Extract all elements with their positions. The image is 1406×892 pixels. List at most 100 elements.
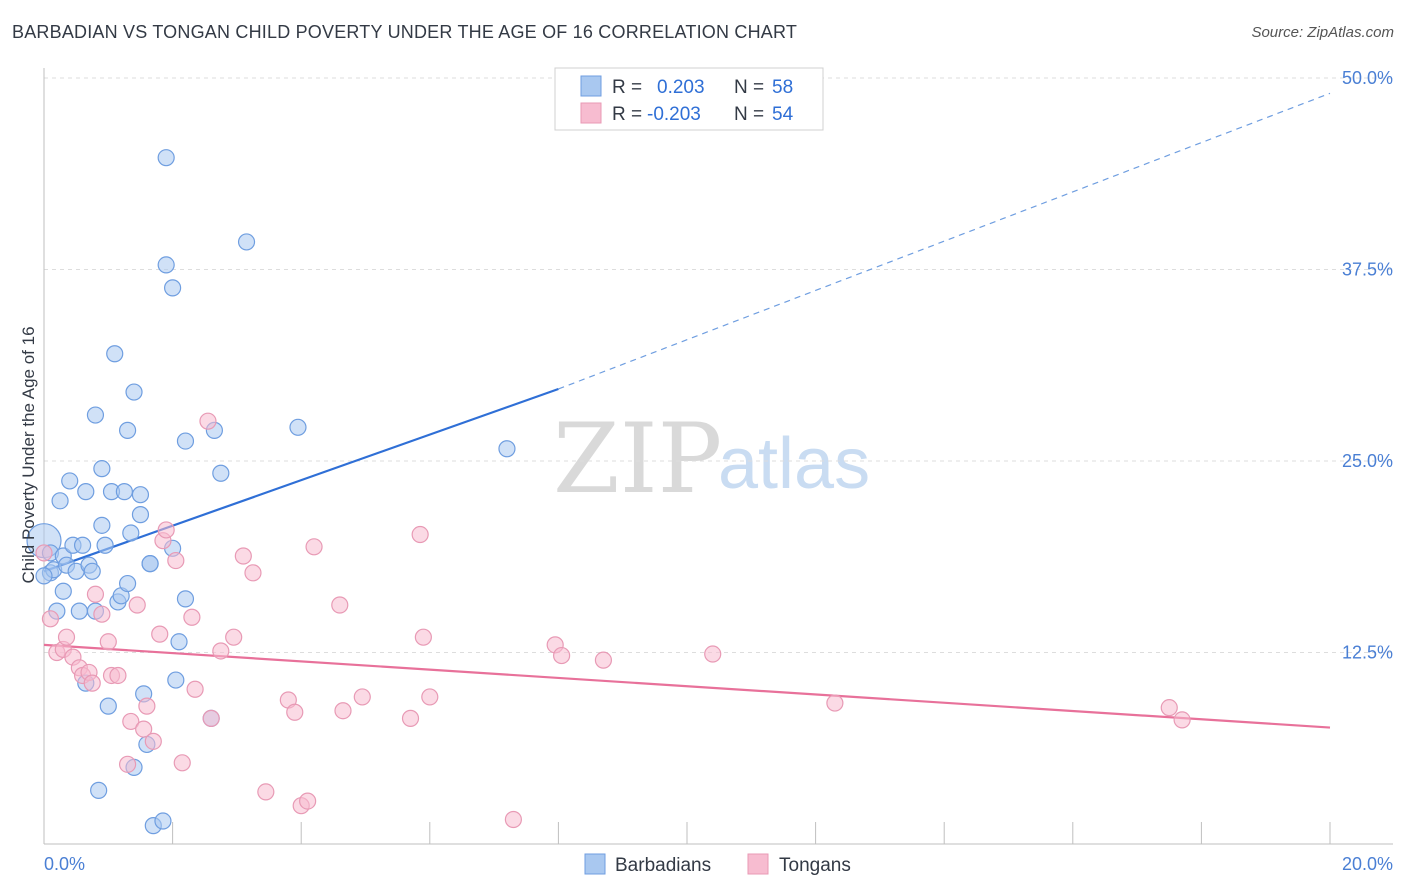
point-tongans — [57, 628, 76, 646]
legend-swatch-tongans — [580, 102, 602, 124]
point-barbadians — [167, 671, 185, 689]
point-tongans — [504, 810, 522, 829]
point-tongans — [1160, 699, 1178, 717]
legend-r-value-1: 0.203 — [657, 77, 705, 98]
point-barbadians — [115, 483, 133, 501]
point-barbadians — [77, 483, 95, 501]
point-tongans — [257, 783, 275, 801]
point-tongans — [353, 688, 371, 706]
y-tick-label: 37.5% — [1342, 260, 1393, 280]
point-barbadians — [498, 440, 516, 458]
point-tongans — [186, 680, 204, 698]
point-barbadians — [131, 506, 150, 524]
point-barbadians — [157, 149, 175, 167]
x-tick-max: 20.0% — [1342, 854, 1393, 874]
point-barbadians — [237, 233, 256, 251]
point-tongans — [157, 521, 175, 539]
point-tongans — [144, 732, 162, 750]
point-tongans — [93, 605, 111, 623]
point-tongans — [212, 642, 230, 660]
point-barbadians — [96, 536, 114, 554]
legend-r-value-2: -0.203 — [647, 104, 701, 125]
series-legend: Barbadians Tongans — [584, 853, 851, 876]
legend-n-value-1: 58 — [772, 77, 793, 98]
point-tongans — [83, 674, 101, 692]
y-axis-label: Child Poverty Under the Age of 16 — [19, 326, 38, 583]
source-label: Source: ZipAtlas.com — [1251, 24, 1394, 41]
point-barbadians — [54, 582, 72, 600]
data-points — [26, 149, 1191, 835]
point-barbadians — [141, 555, 159, 573]
point-barbadians — [125, 383, 143, 401]
point-tongans — [183, 608, 201, 626]
x-tick-min: 0.0% — [44, 854, 85, 874]
watermark-atlas: atlas — [718, 424, 870, 504]
point-barbadians — [122, 524, 140, 542]
y-tick-label: 50.0% — [1342, 68, 1393, 88]
point-tongans — [202, 709, 220, 727]
point-barbadians — [73, 536, 92, 554]
point-tongans — [305, 538, 323, 556]
point-tongans — [118, 755, 137, 773]
point-barbadians — [176, 432, 195, 450]
point-barbadians — [61, 472, 79, 490]
point-tongans — [1173, 711, 1191, 729]
legend-swatch-barbadians — [580, 75, 602, 97]
bottom-legend-barbadians: Barbadians — [615, 855, 711, 876]
point-tongans — [411, 525, 429, 544]
legend-r-label-1: R = — [612, 77, 642, 98]
point-tongans — [151, 625, 169, 643]
point-tongans — [135, 720, 153, 738]
point-barbadians — [106, 345, 124, 363]
point-tongans — [244, 564, 262, 582]
point-barbadians — [176, 590, 195, 608]
point-tongans — [99, 633, 117, 651]
point-tongans — [41, 610, 60, 628]
point-tongans — [286, 703, 304, 721]
point-barbadians — [83, 562, 101, 580]
point-tongans — [401, 709, 420, 727]
point-tongans — [826, 694, 844, 712]
point-tongans — [109, 666, 127, 685]
point-tongans — [234, 547, 252, 565]
chart-title: BARBADIAN VS TONGAN CHILD POVERTY UNDER … — [12, 22, 798, 42]
point-barbadians — [93, 460, 111, 478]
point-barbadians — [212, 464, 230, 482]
point-barbadians — [170, 633, 188, 651]
point-barbadians — [131, 486, 150, 504]
bottom-swatch-tongans — [747, 853, 769, 875]
legend-n-value-2: 54 — [772, 104, 794, 125]
point-tongans — [331, 596, 349, 614]
point-tongans — [414, 628, 432, 646]
point-barbadians — [164, 279, 182, 297]
legend-n-label-2: N = — [734, 104, 764, 125]
point-tongans — [173, 754, 191, 772]
watermark-zip: ZIP — [553, 403, 722, 515]
point-barbadians — [289, 418, 307, 436]
point-tongans — [199, 412, 217, 430]
point-barbadians — [118, 421, 137, 439]
point-barbadians — [86, 406, 105, 424]
y-tick-label: 25.0% — [1342, 451, 1393, 471]
point-tongans — [86, 585, 105, 603]
point-barbadians — [99, 697, 117, 715]
point-barbadians — [157, 256, 175, 274]
point-barbadians — [51, 492, 69, 510]
correlation-legend: R = 0.203 N = 58 R = -0.203 N = 54 — [554, 67, 824, 131]
point-tongans — [704, 645, 722, 663]
point-tongans — [594, 651, 613, 669]
point-tongans — [225, 628, 243, 646]
point-barbadians — [93, 516, 111, 534]
grid-lines — [44, 77, 1393, 653]
point-tongans — [421, 688, 439, 706]
y-tick-label: 12.5% — [1342, 643, 1393, 663]
trend-line-tongans — [43, 643, 1331, 729]
point-barbadians — [35, 567, 53, 585]
point-tongans — [138, 697, 156, 715]
point-barbadians — [70, 602, 88, 620]
point-tongans — [122, 712, 140, 731]
trend-line-barbadians — [43, 387, 559, 573]
point-tongans — [128, 596, 146, 614]
legend-r-label-2: R = — [612, 104, 642, 125]
